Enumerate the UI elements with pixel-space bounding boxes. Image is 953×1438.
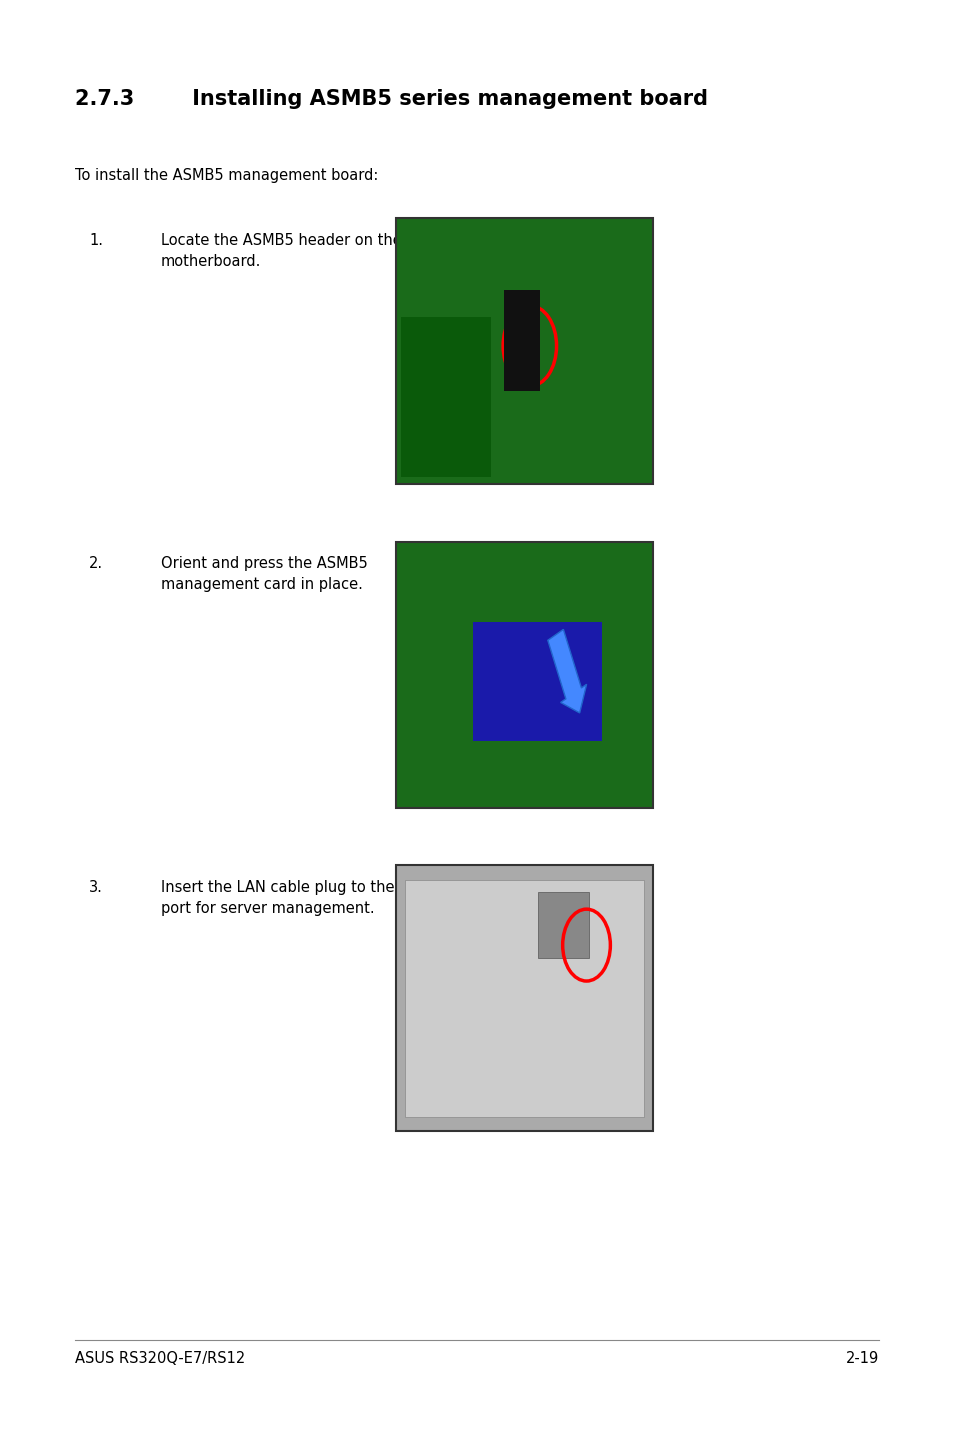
- Text: 1.: 1.: [90, 233, 103, 247]
- Text: 3.: 3.: [90, 880, 103, 894]
- FancyArrow shape: [547, 630, 586, 713]
- FancyBboxPatch shape: [400, 318, 490, 477]
- Text: Locate the ASMB5 header on the
motherboard.: Locate the ASMB5 header on the motherboa…: [161, 233, 401, 269]
- Text: ASUS RS320Q-E7/RS12: ASUS RS320Q-E7/RS12: [75, 1352, 245, 1366]
- Text: Orient and press the ASMB5
management card in place.: Orient and press the ASMB5 management ca…: [161, 557, 367, 592]
- FancyBboxPatch shape: [395, 542, 653, 808]
- FancyBboxPatch shape: [395, 219, 653, 485]
- Text: 2.: 2.: [90, 557, 103, 571]
- Text: 2.7.3        Installing ASMB5 series management board: 2.7.3 Installing ASMB5 series management…: [75, 89, 707, 109]
- FancyBboxPatch shape: [405, 880, 643, 1117]
- Text: 2-19: 2-19: [845, 1352, 878, 1366]
- FancyBboxPatch shape: [473, 621, 601, 741]
- Text: To install the ASMB5 management board:: To install the ASMB5 management board:: [75, 168, 378, 183]
- FancyBboxPatch shape: [503, 290, 539, 391]
- Text: Insert the LAN cable plug to the LAN3
port for server management.: Insert the LAN cable plug to the LAN3 po…: [161, 880, 436, 916]
- FancyBboxPatch shape: [537, 892, 589, 958]
- FancyBboxPatch shape: [395, 866, 653, 1132]
